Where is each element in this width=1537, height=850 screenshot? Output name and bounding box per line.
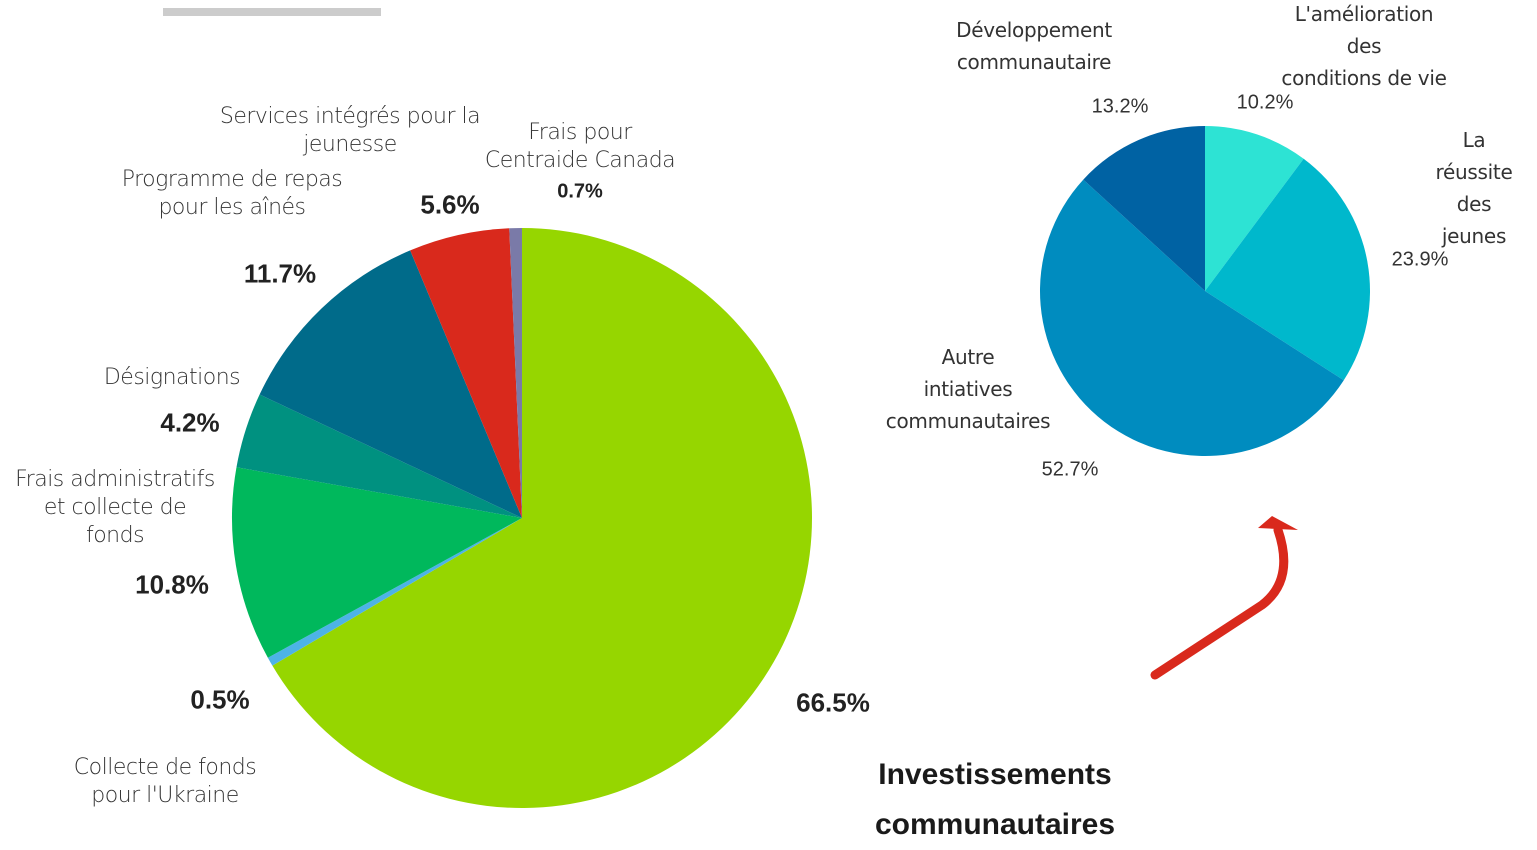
slice-value-label: 4.2% [160,407,220,438]
slice-name: Désignations [103,365,241,390]
arrow [1150,525,1289,680]
pie-slice [1039,179,1344,457]
slice-name: Frais pour Centraide Canada [484,120,676,173]
slice-value-label: 23.9% [1391,248,1449,271]
slice-value-label: 66.5% [796,687,870,718]
slice-value-label: 0.5% [190,684,250,715]
slice-name: Collecte de fonds pour l'Ukraine [73,755,257,808]
pie-slice [259,250,522,518]
slice-name: Développement communautaire [956,18,1112,74]
slice-value-label: 11.7% [243,258,317,289]
slice-name: L'amélioration des conditions de vie [1281,2,1447,90]
arrow-head [1258,516,1298,530]
chart-title: Investissements communautaires [874,758,1116,841]
slice-value-label: 10.8% [135,569,209,600]
decor-bar [163,8,381,16]
slice-name: La réussite des jeunes [1435,128,1513,248]
slice-value-label: 0.7% [557,180,603,203]
pie-slice [1205,126,1304,291]
slice-name: Services intégrés pour la jeunesse [219,104,481,157]
pie-slice [1205,158,1370,381]
pie-slice [410,228,522,518]
pie-slice [236,394,522,518]
slice-name: Programme de repas pour les aînés [121,167,343,220]
slice-name: Autre intiatives communautaires [885,345,1051,433]
pie-slice [1083,126,1205,291]
slice-value-label: 10.2% [1236,91,1294,114]
slice-value-label: 13.2% [1091,95,1149,118]
slice-value-label: 5.6% [420,189,480,220]
pie-slice [267,518,522,666]
pie-slice [232,467,522,658]
slice-value-label: 52.7% [1041,458,1099,481]
pie-slice [272,228,813,809]
pie-slice [509,228,522,518]
slice-name: Frais administratifs et collecte de fond… [15,467,215,548]
